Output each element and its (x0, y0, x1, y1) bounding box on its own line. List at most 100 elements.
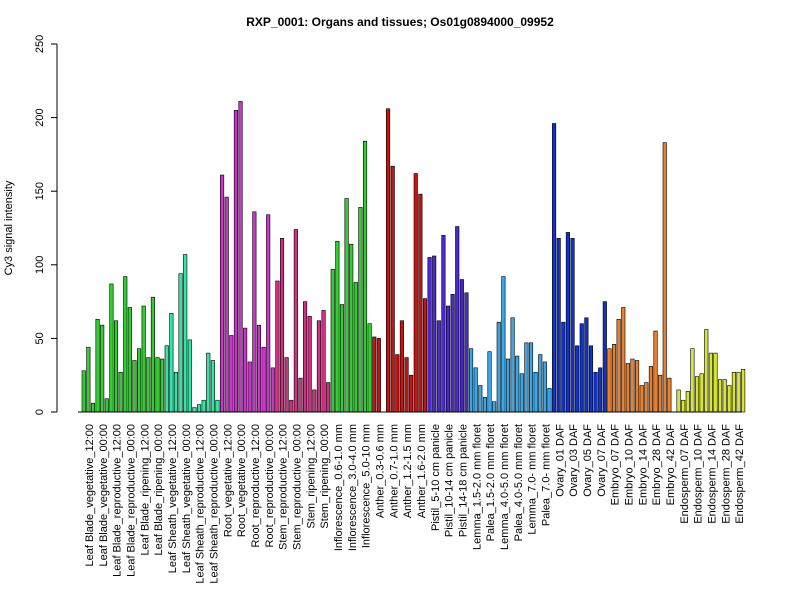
x-tick-label: Inflorescence_0.6-1.0 mm (333, 424, 345, 551)
bar (616, 318, 621, 413)
bar (266, 214, 271, 413)
bar (662, 142, 667, 413)
bar (575, 345, 580, 413)
bar (141, 305, 146, 413)
bar (588, 345, 594, 413)
bar (565, 232, 570, 413)
x-tick-label: Stem_reproductive_00:00 (291, 424, 303, 550)
bar (593, 371, 598, 413)
bar (215, 399, 220, 413)
bar (344, 198, 349, 413)
x-tick-label: Ovary_05 DAF (582, 424, 594, 497)
x-tick-label: Root_vegetative_00:00 (236, 424, 248, 537)
bar (487, 351, 492, 413)
bar (556, 238, 561, 413)
bar (713, 352, 718, 413)
bar (625, 363, 630, 413)
bar (303, 301, 308, 413)
x-tick-label: Embryo_42 DAF (665, 424, 677, 506)
bar (95, 318, 100, 413)
bar (118, 371, 123, 413)
bar (210, 360, 215, 413)
bar (482, 396, 487, 413)
bar (224, 196, 229, 413)
bar (86, 346, 91, 413)
x-tick-label: Leaf Blade_reproductive_00:00 (125, 424, 137, 577)
bar (690, 348, 695, 413)
bar (81, 370, 86, 413)
bar (501, 276, 506, 413)
bar (473, 367, 478, 413)
x-tick-label: Leaf Sheath_reproductive_12:00 (195, 424, 207, 584)
x-tick-label: Embryo_07 DAF (610, 424, 622, 506)
bar (722, 379, 727, 413)
y-tick-label: 50 (34, 332, 46, 344)
x-tick-label: Endosperm_28 DAF (720, 424, 732, 524)
x-tick-label: Leaf Blade_ripening_12:00 (139, 424, 151, 556)
bar (256, 324, 262, 413)
bar (362, 140, 368, 413)
bar (279, 238, 285, 413)
bar (169, 313, 174, 413)
x-tick-label: Stem_ripening_00:00 (319, 424, 331, 529)
x-tick-label: Endosperm_42 DAF (734, 424, 746, 524)
x-tick-label: Palea_7.0- mm floret (540, 424, 552, 526)
bar (635, 360, 640, 413)
bar (109, 283, 114, 413)
bar (464, 292, 469, 413)
bar (533, 371, 538, 413)
bar (192, 407, 197, 413)
y-tick-label: 200 (34, 108, 46, 126)
x-tick-label: Pistil_10-14 cm panicle (444, 424, 456, 537)
bar (727, 385, 732, 413)
bar (339, 304, 345, 413)
x-tick-label: Leaf Sheath_vegetative_00:00 (181, 424, 193, 573)
bar (579, 323, 584, 413)
y-tick-label: 0 (34, 409, 46, 415)
bar (519, 373, 524, 413)
bar (413, 173, 418, 413)
bar (196, 404, 202, 413)
bar (183, 254, 188, 413)
bar (307, 316, 312, 413)
bar (178, 273, 183, 413)
bar (681, 399, 686, 413)
x-tick-label: Pistil_14-18 cm panicle (457, 424, 469, 537)
bar (459, 279, 464, 413)
bar (238, 101, 243, 413)
bar (275, 280, 280, 413)
x-tick-label: Embryo_10 DAF (623, 424, 635, 506)
x-tick-label: Lemma_7.0- mm floret (527, 424, 539, 535)
bar (427, 257, 432, 413)
bar (229, 335, 234, 413)
bar (741, 369, 746, 413)
bar (422, 298, 428, 413)
bar (160, 358, 165, 413)
x-tick-label: Anther_1.6-2.0 mm (416, 424, 428, 518)
bar (164, 345, 169, 413)
bar (694, 376, 700, 413)
x-tick-label: Embryo_28 DAF (651, 424, 663, 506)
x-tick-label: Leaf Sheath_vegetative_12:00 (167, 424, 179, 573)
bar (621, 307, 626, 413)
bar (584, 317, 589, 413)
bar (736, 371, 741, 413)
x-tick-label: Anther_0.3-0.6 mm (374, 424, 386, 518)
bar (284, 357, 289, 413)
y-tick-label: 100 (34, 256, 46, 274)
bar (289, 399, 294, 413)
x-tick-label: Ovary_01 DAF (554, 424, 566, 497)
x-tick-label: Endosperm_07 DAF (679, 424, 691, 524)
x-axis-tick-labels: Leaf Blade_vegetative_12:00 Leaf Blade_ve… (84, 424, 746, 584)
x-tick-label: Root_vegetative_12:00 (222, 424, 234, 537)
x-tick-label: Anther_1.2-1.5 mm (402, 424, 414, 518)
bar (441, 235, 446, 413)
x-tick-label: Leaf Blade_vegetative_00:00 (98, 424, 110, 567)
bar (607, 348, 612, 413)
bar (505, 358, 511, 413)
bar (708, 352, 713, 413)
bar (492, 401, 497, 413)
bar (127, 307, 132, 413)
bar (386, 108, 391, 413)
